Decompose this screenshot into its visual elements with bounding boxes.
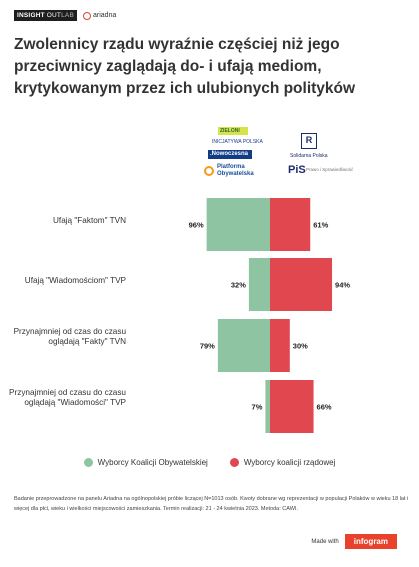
data-label-government: 94% [335,281,350,290]
ariadna-logo: ariadna [83,11,116,20]
insight-outlab-logo: INSIGHT OUTLAB [14,10,77,21]
bar-government [270,319,290,372]
category-label-0: Ufają "Faktom" TVN [53,215,126,225]
data-label-government: 61% [313,221,328,230]
data-label-opposition: 32% [231,281,246,290]
data-label-government: 30% [293,342,308,351]
data-label-opposition: 96% [189,221,204,230]
zieloni-logo: ZIELONI [218,127,248,135]
category-label-2: Przynajmniej od czas do czasu oglądają "… [13,326,126,346]
chart-legend: Wyborcy Koalicji Obywatelskiej Wyborcy k… [0,458,419,467]
bar-opposition [265,380,270,433]
brand-logos: INSIGHT OUTLAB ariadna [14,10,116,21]
category-label-1: Ufają "Wiadomościom" TVP [24,275,126,285]
bar-government [270,380,314,433]
bar-government [270,198,311,251]
data-label-government: 66% [317,403,332,412]
bar-opposition [248,258,270,311]
ariadna-icon [83,11,91,20]
bar-opposition [206,198,270,251]
chart-title: Zwolennicy rządu wyraźnie częściej niż j… [14,36,356,97]
pis-subtitle: Prawo i Sprawiedliwość [306,167,354,172]
methodology-footnote: Badanie przeprowadzone na panelu Ariadna… [14,496,409,512]
made-with-text: Made with [311,538,339,545]
legend-item-opposition: Wyborcy Koalicji Obywatelskiej [83,458,208,467]
bar-government [270,258,333,311]
data-label-opposition: 7% [252,403,263,412]
legend-label: Wyborcy Koalicji Obywatelskiej [97,458,208,467]
po-circle-icon [204,166,214,176]
inicjatywa-polska-logo: INICJATYWA POLSKA [212,139,263,145]
infogram-logo[interactable]: infogram [344,534,397,549]
made-with-infogram[interactable]: Made with infogram [311,534,397,549]
pis-logo: PiS [288,164,306,176]
category-label-3: Przynajmniej od czasu do czasu oglądają … [9,387,126,407]
opposition-party-logos: ZIELONI INICJATYWA POLSKA .Nowoczesna Pl… [204,125,266,187]
solidarna-polska-logo: Solidarna Polska [290,153,328,159]
bar-opposition [217,319,270,372]
nowoczesna-logo: .Nowoczesna [208,150,252,159]
platforma-obywatelska-logo: Platforma Obywatelska [204,164,266,184]
republikanie-logo: R [301,133,317,149]
legend-item-government: Wyborcy koalicji rządowej [229,458,336,467]
legend-dot-icon [83,458,93,467]
data-label-opposition: 79% [200,342,215,351]
legend-dot-icon [229,458,239,467]
legend-label: Wyborcy koalicji rządowej [243,458,336,467]
government-party-logos: R Solidarna Polska PiS Prawo i Sprawiedl… [286,133,353,188]
